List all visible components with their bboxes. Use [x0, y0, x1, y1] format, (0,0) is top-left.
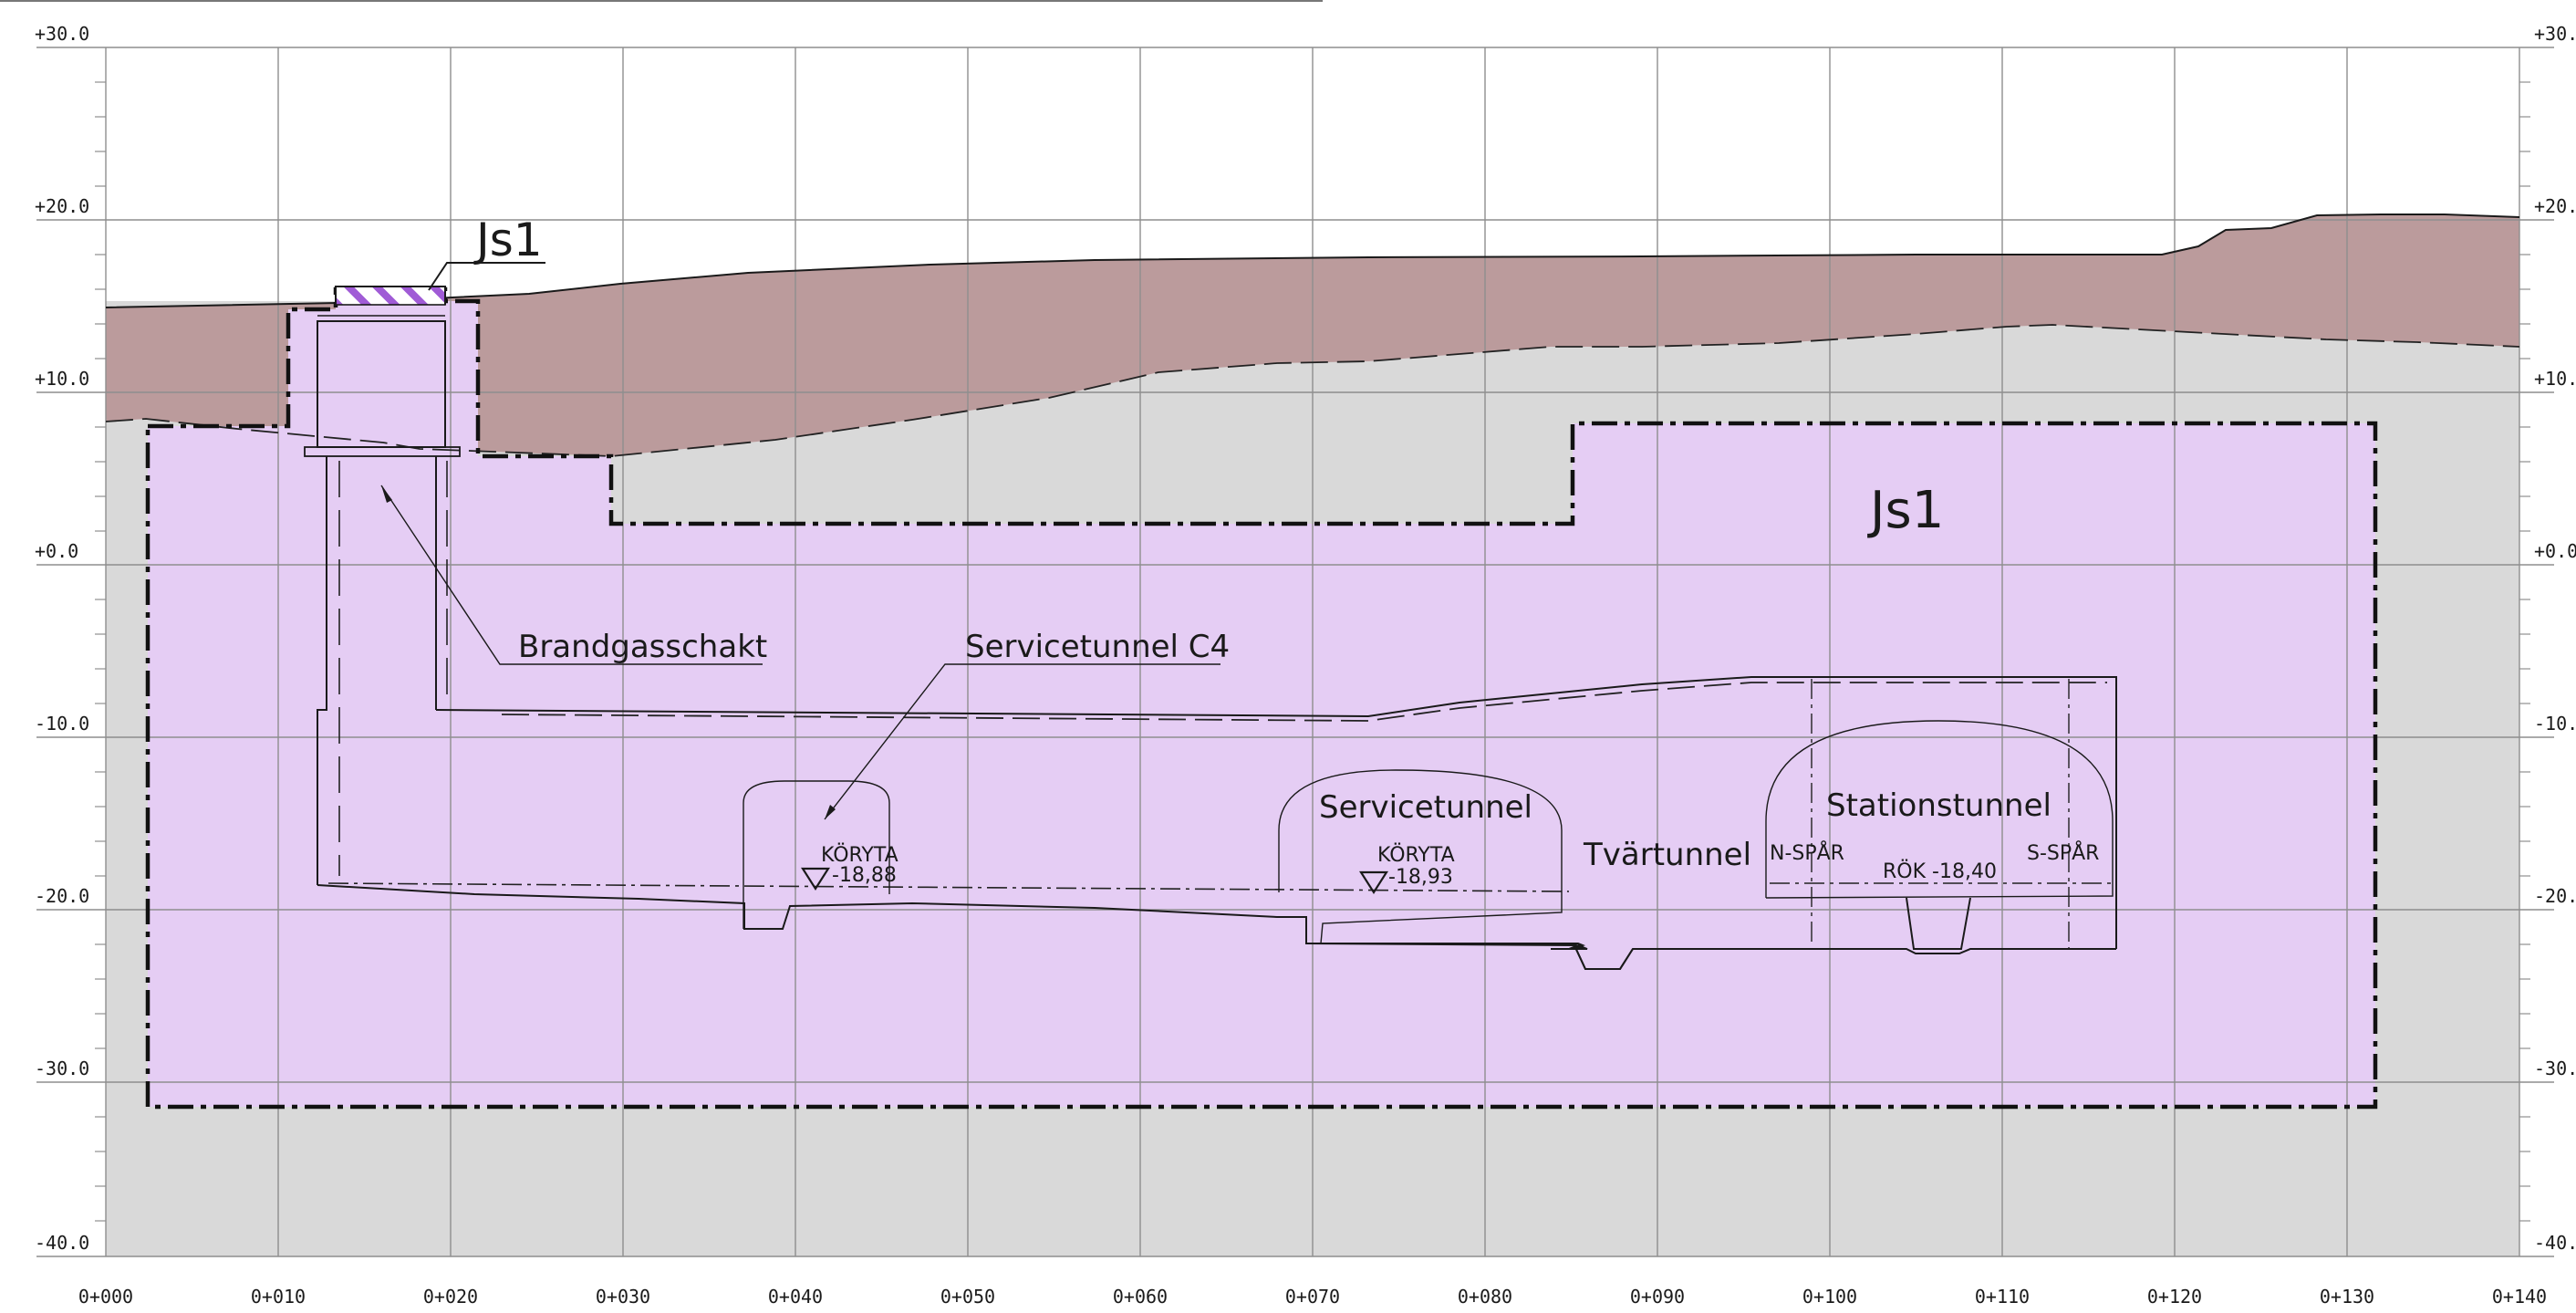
shaft-base-slab — [304, 446, 461, 457]
rok-level-label: RÖK -18,40 — [1883, 860, 1997, 883]
js1-top-leader — [428, 262, 545, 291]
servicetunnel-label: Servicetunnel — [1319, 789, 1532, 826]
x-tick-label: 0+120 — [2147, 1286, 2202, 1308]
tvartunnel-sump — [1573, 943, 1634, 970]
horizontal-grid — [36, 47, 2554, 1257]
y-tick-label: +30.0 — [35, 23, 89, 45]
x-tick-label: 0+130 — [2320, 1286, 2374, 1308]
x-tick-label: 0+050 — [940, 1286, 995, 1308]
koryta-2-label: KÖRYTA — [1377, 843, 1455, 867]
c4-tunnel-arch — [743, 780, 890, 929]
y-tick-label: -30.0 — [2534, 1058, 2576, 1079]
y-tick-label: -30.0 — [35, 1058, 89, 1079]
y-tick-label: +20.0 — [2534, 195, 2576, 217]
y-tick-label: +20.0 — [35, 195, 89, 217]
js1-zone-label: Js1 — [1867, 481, 1944, 540]
servicetunnel-arch — [1278, 769, 1563, 944]
x-tick-label: 0+080 — [1458, 1286, 1512, 1308]
y-tick-label: -40.0 — [35, 1232, 89, 1254]
y-axis-labels-right: +30.0 +20.0 +10.0 +0.0 -10.0 -20.0 -30.0… — [2534, 23, 2576, 1254]
x-axis-labels: 0+000 0+010 0+020 0+030 0+040 0+050 0+06… — [78, 1286, 2547, 1308]
y-axis-labels-left: +30.0 +20.0 +10.0 +0.0 -10.0 -20.0 -30.0… — [35, 23, 89, 1254]
y-tick-label: -40.0 — [2534, 1232, 2576, 1254]
terrain-surface — [105, 214, 2520, 308]
brandgasschakt-label: Brandgasschakt — [518, 629, 767, 665]
y-tick-label: +0.0 — [2534, 540, 2576, 562]
shaft-cap-outline — [335, 286, 446, 305]
servicetunnel-c4-arrow — [825, 805, 836, 819]
n-spar-label: N-SPÅR — [1770, 840, 1844, 865]
koryta-2-marker — [1358, 870, 1389, 895]
station-platform — [1906, 897, 1971, 950]
tvartunnel-label: Tvärtunnel — [1583, 837, 1751, 873]
x-tick-label: 0+030 — [596, 1286, 650, 1308]
s-spar-label: S-SPÅR — [2027, 840, 2099, 865]
vertical-grid — [105, 47, 2520, 1256]
servicetunnel-c4-label: Servicetunnel C4 — [965, 629, 1230, 665]
y-tick-label: -20.0 — [2534, 885, 2576, 907]
js1-zone-boundary — [145, 287, 2378, 1110]
x-tick-label: 0+110 — [1975, 1286, 2030, 1308]
x-tick-label: 0+010 — [251, 1286, 306, 1308]
stationstunnel-arch — [1765, 720, 2114, 899]
y-tick-label: +30.0 — [2534, 23, 2576, 45]
x-tick-label: 0+070 — [1285, 1286, 1340, 1308]
koryta-1-label: KÖRYTA — [821, 843, 898, 867]
js1-top-label: Js1 — [473, 214, 543, 266]
koryta-1-level: -18,88 — [832, 864, 897, 887]
y-tick-label: +10.0 — [35, 368, 89, 390]
koryta-2-level: -18,93 — [1388, 866, 1453, 889]
tunnel-crown — [435, 676, 2117, 949]
x-tick-label: 0+060 — [1113, 1286, 1168, 1308]
x-tick-label: 0+090 — [1630, 1286, 1685, 1308]
y-tick-label: -10.0 — [35, 713, 89, 735]
y-tick-label: -10.0 — [2534, 713, 2576, 735]
koryta-1-marker — [800, 867, 831, 891]
y-tick-label: +10.0 — [2534, 368, 2576, 390]
x-tick-label: 0+100 — [1802, 1286, 1857, 1308]
brandgasschakt-arrow — [381, 485, 392, 503]
servicetunnel-c4-leader — [824, 663, 1220, 820]
x-tick-label: 0+020 — [423, 1286, 478, 1308]
x-tick-label: 0+140 — [2492, 1286, 2547, 1308]
tunnel-invert-right — [1305, 943, 1588, 950]
drainage-line — [327, 882, 1570, 892]
y-tick-label: +0.0 — [35, 540, 78, 562]
x-tick-label: 0+000 — [78, 1286, 133, 1308]
y-tick-label: -20.0 — [35, 885, 89, 907]
shaft-wall-left — [317, 456, 327, 885]
brandgasschakt-leader — [380, 485, 763, 665]
minor-ticks — [95, 81, 2530, 1222]
stationstunnel-label: Stationstunnel — [1826, 787, 2051, 824]
x-tick-label: 0+040 — [768, 1286, 823, 1308]
